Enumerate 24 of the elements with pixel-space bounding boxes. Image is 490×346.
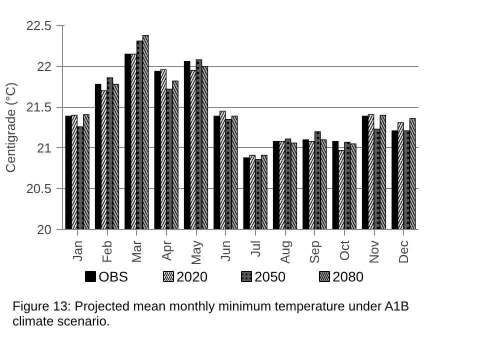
x-tick-label: Jul xyxy=(248,240,263,258)
x-tick-label: Sep xyxy=(307,240,322,264)
x-tick-label: Jan xyxy=(70,240,85,262)
x-tick-label: Nov xyxy=(366,240,382,264)
y-tick-label: 21.5 xyxy=(26,100,52,115)
y-axis-title: Centigrade (°C) xyxy=(3,82,18,173)
x-tick-label: Mar xyxy=(129,240,144,263)
legend-label: 2050 xyxy=(254,268,286,284)
x-tick-label: Aug xyxy=(278,240,292,264)
x-tick-label: Oct xyxy=(336,240,352,261)
legend-label: 2020 xyxy=(176,268,208,284)
x-tick-label: Jun xyxy=(218,240,234,262)
caption: Figure 13: Projected mean monthly minimum temperature under A1B climate scenario. xyxy=(12,298,410,328)
x-tick-label: May xyxy=(188,240,204,266)
x-tick-label: Feb xyxy=(100,240,114,263)
y-tick-label: 20 xyxy=(37,222,52,237)
legend-label: OBS xyxy=(98,268,128,284)
y-tick-label: 20.5 xyxy=(26,181,52,196)
x-tick-label: Apr xyxy=(158,240,174,261)
y-tick-label: 21 xyxy=(37,140,52,156)
x-tick-label: Dec xyxy=(396,240,412,264)
legend-label: 2080 xyxy=(332,268,364,284)
y-tick-label: 22 xyxy=(37,58,52,74)
y-tick-label: 22.5 xyxy=(26,18,52,33)
